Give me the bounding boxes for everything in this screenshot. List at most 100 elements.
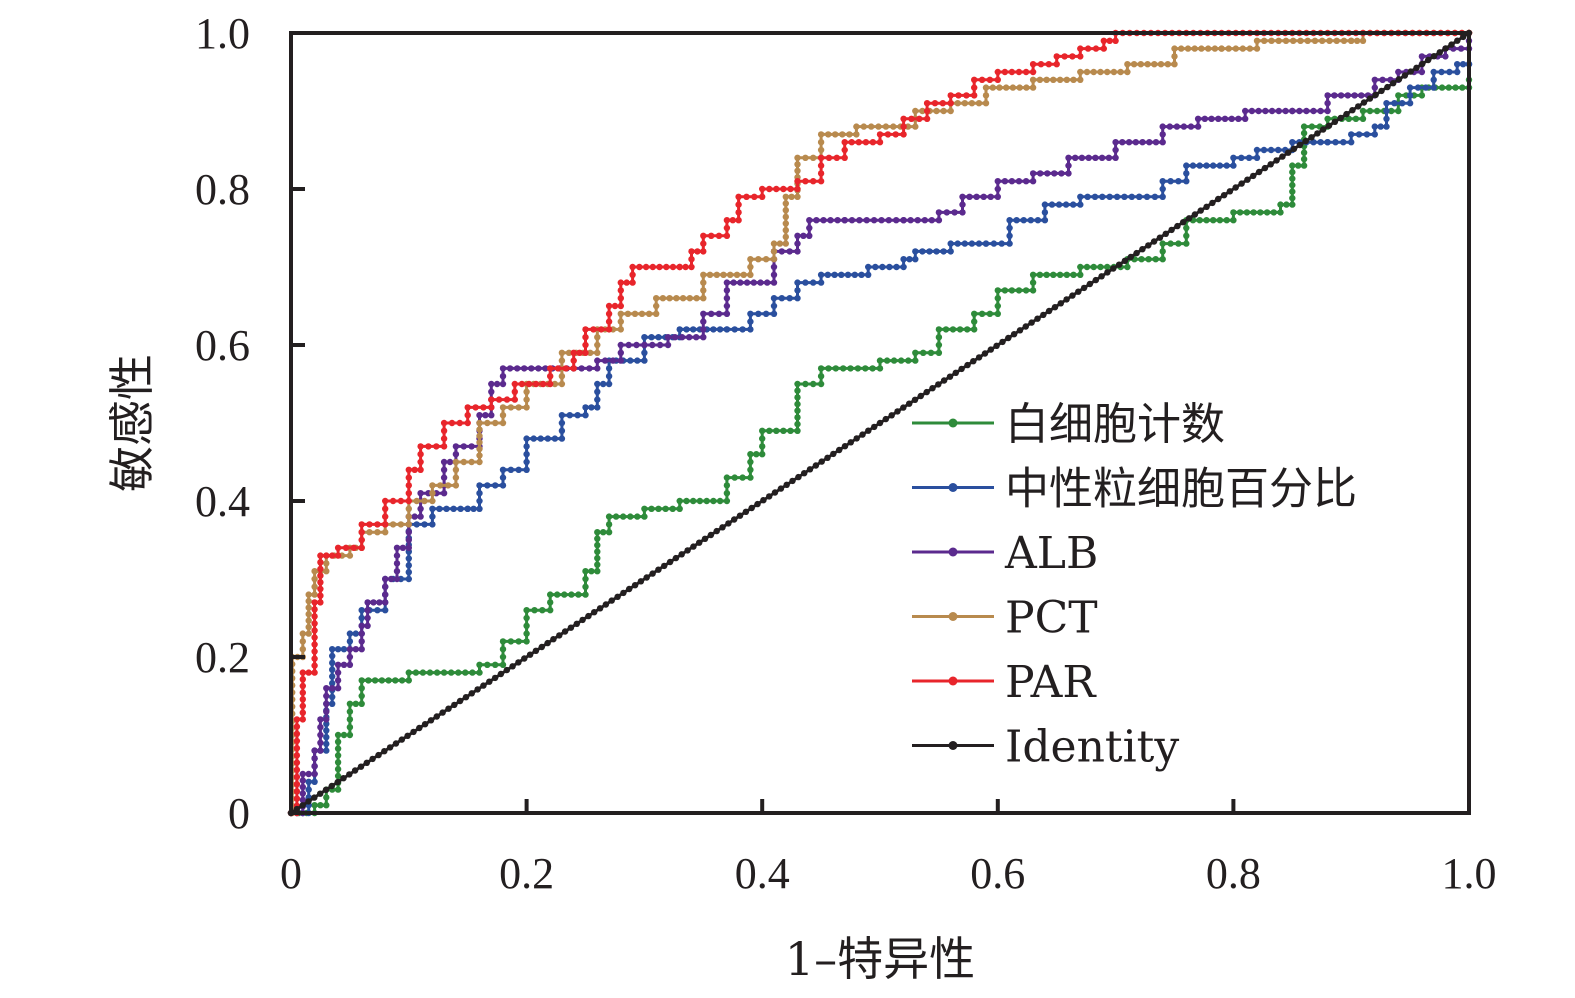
series-layer [287, 29, 1473, 817]
series-point [299, 669, 306, 676]
series-point [1159, 193, 1166, 200]
series-point [311, 613, 318, 620]
series-point [405, 466, 412, 473]
series-point [904, 123, 912, 130]
series-point [323, 560, 330, 567]
series-point [1070, 76, 1077, 84]
series-point [760, 497, 767, 504]
series-point [488, 412, 495, 419]
series-point [1023, 84, 1030, 91]
series-point [476, 482, 483, 489]
series-point [492, 419, 499, 427]
series-point [1324, 107, 1331, 115]
series-point [683, 326, 690, 333]
series-point [1300, 162, 1308, 169]
series-point [305, 617, 312, 624]
series-point [311, 599, 318, 606]
series-point [405, 575, 412, 583]
series-point [1267, 161, 1274, 168]
series-point [676, 505, 683, 512]
series-point [558, 427, 566, 434]
series-point [947, 100, 954, 107]
series-point [1268, 107, 1276, 115]
series-point [484, 419, 491, 427]
series-point [893, 263, 900, 271]
series-point [1430, 84, 1437, 91]
series-point [440, 427, 448, 434]
series-point [700, 279, 707, 286]
series-point [1051, 170, 1058, 177]
series-point [802, 380, 809, 388]
series-point [334, 772, 342, 780]
series-point [641, 349, 648, 356]
series-point [634, 513, 641, 520]
series-point [426, 669, 434, 676]
series-point [1196, 217, 1203, 224]
series-point [334, 669, 342, 676]
series-point [999, 338, 1006, 346]
series-point [1183, 232, 1190, 239]
series-point [329, 552, 336, 559]
series-point [836, 446, 843, 454]
series-point [1185, 215, 1193, 222]
series-point [1253, 154, 1261, 161]
series-point [614, 593, 621, 600]
series-point [923, 115, 931, 123]
series-point [1121, 257, 1129, 264]
series-point [747, 318, 754, 325]
series-point [1289, 168, 1296, 176]
series-point [558, 357, 566, 364]
series-point [1448, 41, 1455, 48]
series-point [1355, 131, 1363, 138]
series-point [906, 256, 913, 263]
series-point [1050, 76, 1057, 84]
series-point [739, 326, 746, 333]
series-point [1383, 115, 1390, 123]
series-point [1029, 170, 1037, 177]
series-point [382, 583, 389, 590]
series-point [452, 482, 460, 489]
series-point [1022, 323, 1029, 330]
series-point [317, 716, 324, 723]
series-point [655, 334, 662, 341]
series-point [742, 508, 750, 515]
series-point [759, 427, 766, 434]
series-point [994, 193, 1001, 200]
series-point [293, 752, 301, 759]
series-point [612, 513, 620, 520]
series-point [476, 505, 483, 512]
series-point [833, 154, 840, 161]
series-point [609, 357, 617, 364]
series-point [570, 365, 577, 372]
series-point [334, 786, 342, 793]
series-point [920, 349, 927, 356]
series-point [994, 185, 1001, 193]
series-point [968, 240, 976, 247]
series-point [770, 279, 778, 286]
series-point [382, 529, 389, 536]
series-point [317, 790, 324, 797]
series-point [503, 396, 511, 403]
series-point [952, 369, 959, 376]
series-point [959, 193, 966, 200]
series-point [532, 647, 540, 654]
series-point [841, 154, 848, 161]
series-point [653, 302, 660, 310]
series-point [523, 466, 530, 473]
y-tick-label: 0 [228, 789, 250, 838]
series-point [1156, 234, 1164, 241]
series-point [381, 748, 388, 755]
series-point [450, 505, 457, 512]
series-point [499, 474, 507, 481]
series-point [1324, 139, 1331, 146]
series-point [1084, 45, 1092, 52]
series-point [1091, 193, 1099, 200]
series-point [386, 744, 394, 751]
series-point [464, 412, 471, 419]
series-point [570, 349, 577, 356]
series-point [617, 287, 624, 294]
series-point [323, 716, 330, 723]
series-point [1407, 68, 1414, 75]
series-point [523, 396, 530, 403]
series-point [638, 310, 646, 317]
